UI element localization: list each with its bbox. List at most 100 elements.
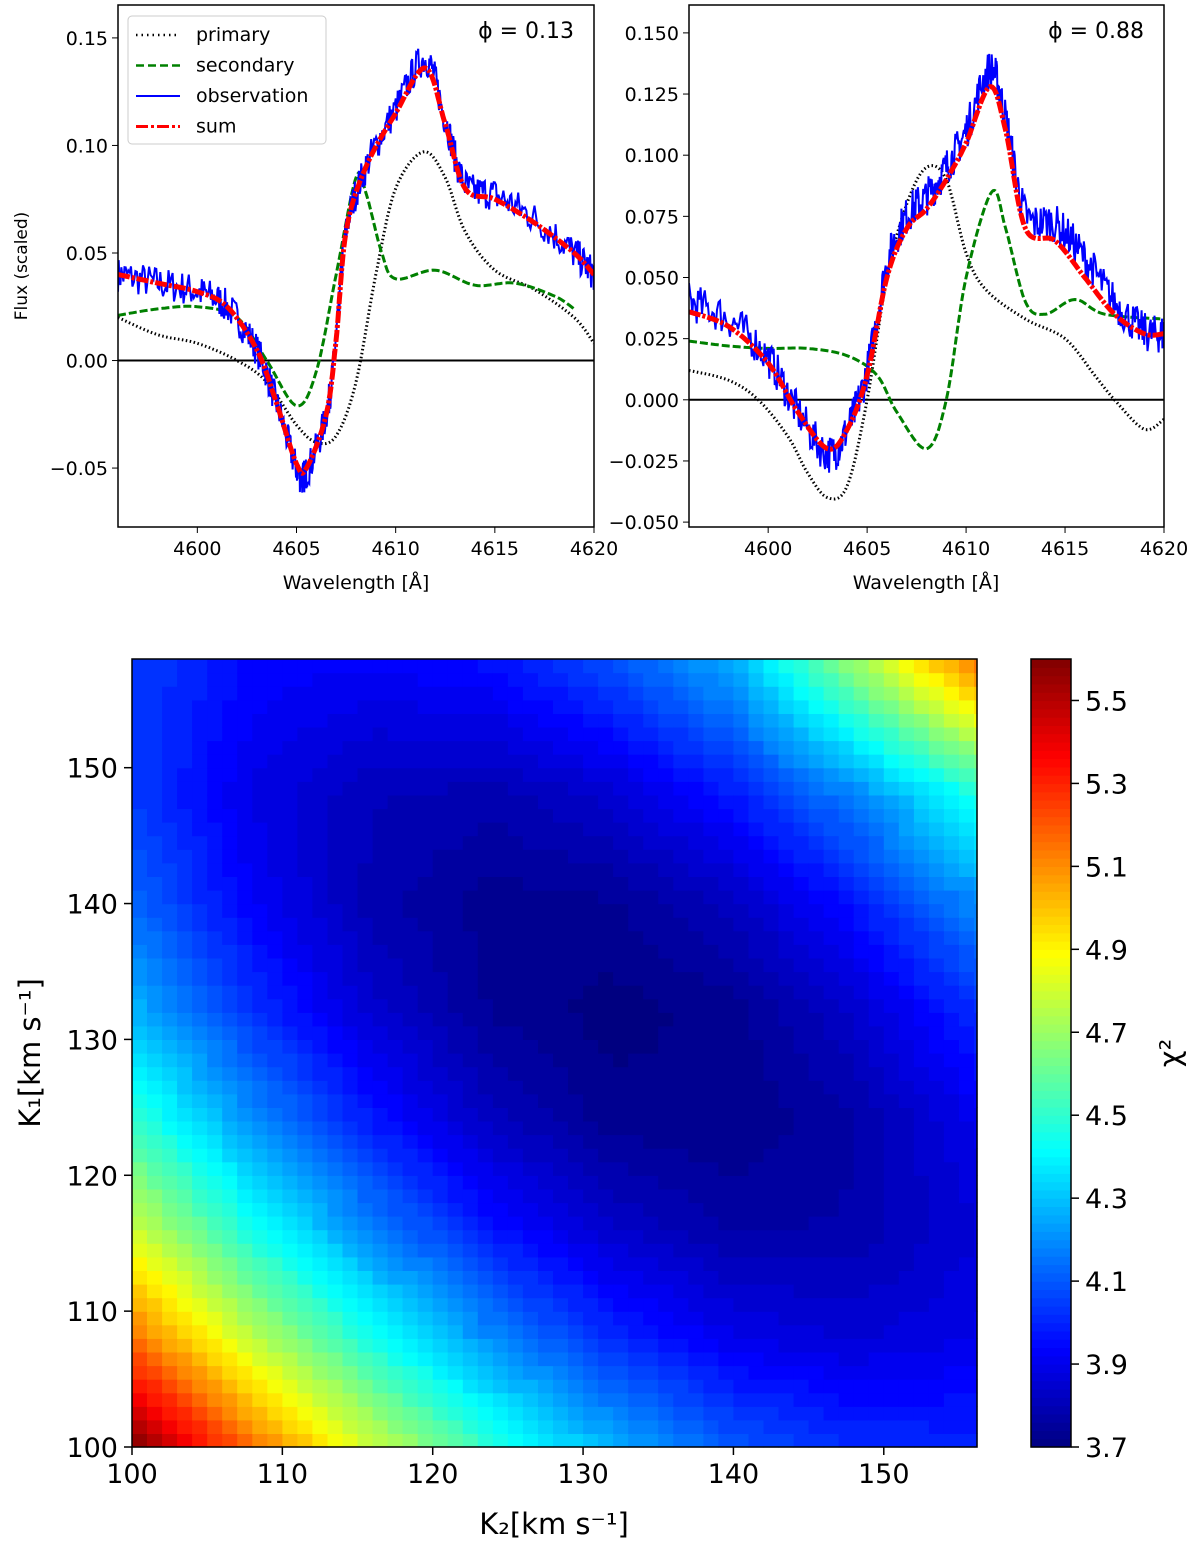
heatmap-cell — [718, 917, 734, 932]
colorbar-segment — [1031, 1131, 1071, 1141]
heatmap-cell — [297, 1379, 313, 1394]
heatmap-cell — [898, 971, 915, 986]
heatmap-cell — [252, 808, 268, 823]
heatmap-cell — [538, 659, 554, 674]
heatmap-cell — [673, 1338, 689, 1353]
heatmap-cell — [357, 1039, 374, 1054]
heatmap-cell — [793, 862, 810, 877]
heatmap-cell — [447, 754, 464, 769]
heatmap-cell — [402, 944, 419, 959]
heatmap-cell — [507, 713, 524, 728]
heatmap-cell — [718, 1433, 734, 1448]
heatmap-cell — [808, 740, 825, 755]
heatmap-cell — [387, 1093, 404, 1108]
heatmap-cell — [628, 1243, 644, 1258]
heatmap-cell — [432, 1297, 449, 1312]
heatmap-cell — [342, 1039, 359, 1054]
heatmap-cell — [568, 686, 584, 701]
heatmap-cell — [703, 740, 719, 755]
y-tick-label: 0.00 — [66, 351, 108, 373]
heatmap-cell — [748, 1392, 765, 1407]
heatmap-cell — [192, 699, 208, 714]
heatmap-cell — [688, 1025, 704, 1040]
heatmap-cell — [507, 1053, 524, 1068]
colorbar-segment — [1031, 1198, 1071, 1208]
heatmap-cell — [342, 890, 359, 905]
heatmap-cell — [342, 1365, 359, 1380]
heatmap-cell — [868, 672, 885, 687]
heatmap-cell — [387, 1134, 404, 1149]
heatmap-cell — [327, 1025, 344, 1040]
heatmap-cell — [718, 781, 734, 796]
heatmap-cell — [357, 754, 374, 769]
colorbar-tick-label: 4.3 — [1085, 1184, 1128, 1215]
heatmap-cell — [507, 1025, 524, 1040]
heatmap-cell — [823, 1270, 840, 1285]
heatmap-cell — [447, 835, 464, 850]
heatmap-cell — [703, 1284, 719, 1299]
heatmap-cell — [883, 876, 900, 891]
heatmap-cell — [959, 1093, 975, 1108]
heatmap-cell — [733, 808, 749, 823]
heatmap-cell — [628, 944, 644, 959]
heatmap-cell — [928, 1229, 945, 1244]
heatmap-cell — [267, 1256, 283, 1271]
heatmap-cell — [688, 1406, 704, 1421]
heatmap-cell — [673, 1392, 689, 1407]
heatmap-cell — [748, 998, 765, 1013]
heatmap-cell — [327, 1365, 344, 1380]
heatmap-cell — [132, 957, 148, 973]
heatmap-cell — [808, 686, 825, 701]
heatmap-cell — [538, 985, 554, 1000]
heatmap-cell — [928, 1053, 945, 1068]
heatmap-cell — [447, 985, 464, 1000]
heatmap-cell — [673, 659, 689, 674]
heatmap-cell — [703, 1311, 719, 1326]
heatmap-cell — [492, 862, 509, 877]
heatmap-cell — [643, 862, 659, 877]
heatmap-cell — [492, 1243, 509, 1258]
heatmap-cell — [583, 1216, 599, 1231]
y-tick-label: 120 — [66, 1161, 118, 1192]
heatmap-cell — [177, 1175, 193, 1190]
heatmap-cell — [763, 754, 780, 769]
heatmap-cell — [162, 1270, 178, 1285]
heatmap-cell — [252, 794, 268, 810]
heatmap-cell — [628, 781, 644, 796]
heatmap-cell — [898, 917, 915, 932]
heatmap-cell — [928, 1066, 945, 1081]
heatmap-cell — [808, 903, 825, 918]
heatmap-cell — [297, 903, 313, 918]
heatmap-cell — [778, 1107, 795, 1122]
heatmap-cell — [267, 1107, 283, 1122]
heatmap-cell — [658, 1053, 674, 1068]
heatmap-cell — [928, 1338, 945, 1353]
heatmap-cell — [192, 890, 208, 905]
heatmap-cell — [748, 1338, 765, 1353]
heatmap-cell — [282, 1324, 298, 1339]
heatmap-cell — [327, 1243, 344, 1258]
heatmap-cell — [387, 1216, 404, 1231]
heatmap-cell — [507, 957, 524, 973]
heatmap-cell — [162, 1025, 178, 1040]
heatmap-cell — [402, 1406, 419, 1421]
heatmap-cell — [778, 971, 795, 986]
heatmap-cell — [507, 1012, 524, 1027]
heatmap-cell — [974, 726, 978, 742]
heatmap-cell — [372, 944, 389, 959]
heatmap-cell — [237, 808, 253, 823]
heatmap-cell — [898, 835, 915, 850]
heatmap-cell — [974, 1229, 978, 1244]
heatmap-cell — [974, 917, 978, 932]
heatmap-cell — [613, 1093, 629, 1108]
heatmap-cell — [643, 1338, 659, 1353]
heatmap-cell — [703, 1148, 719, 1163]
heatmap-cell — [237, 1256, 253, 1271]
heatmap-cell — [688, 672, 704, 687]
heatmap-cell — [553, 1066, 569, 1081]
heatmap-cell — [372, 1338, 389, 1353]
heatmap-cell — [387, 1025, 404, 1040]
heatmap-cell — [538, 957, 554, 973]
heatmap-cell — [568, 1134, 584, 1149]
heatmap-cell — [297, 1175, 313, 1190]
